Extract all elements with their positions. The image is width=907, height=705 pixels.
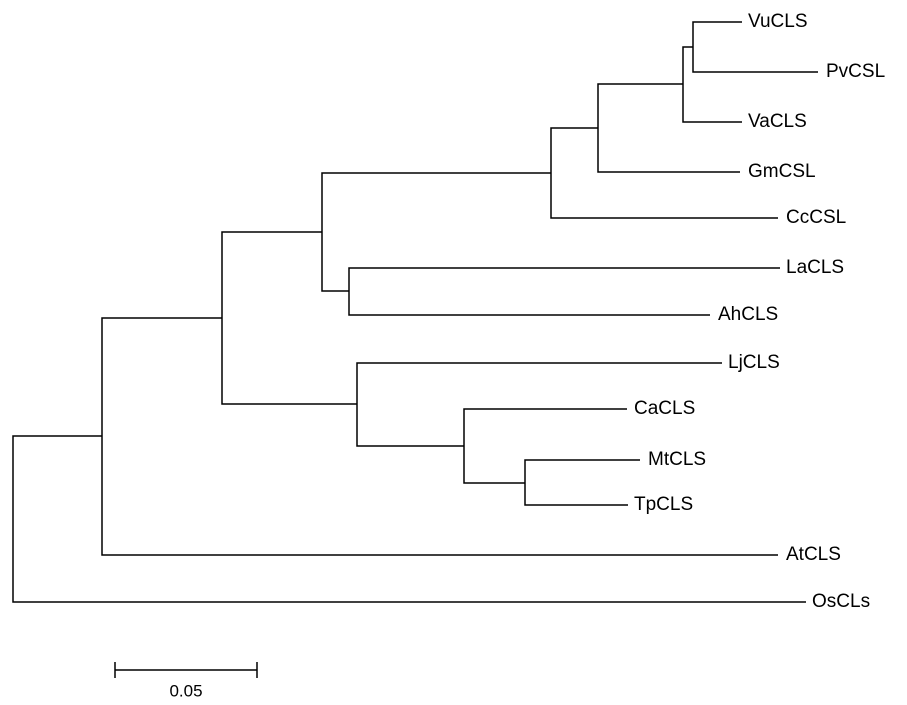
leaf-label: VuCLS [748,11,808,32]
leaf-label: MtCLS [648,449,706,470]
branch [321,172,551,292]
leaf-label: OsCLs [812,591,870,612]
leaf-label: VaCLS [748,111,807,132]
leaf-label: PvCSL [826,61,885,82]
leaf-label: TpCLS [634,494,693,515]
leaf-label: LjCLS [728,352,780,373]
branch [682,46,742,123]
branch [356,362,722,447]
leaf-label: CcCSL [786,207,846,228]
scale-bar-line [114,662,258,678]
branch [12,435,806,603]
scale-bar: 0.05 [114,662,258,700]
branch [550,127,778,219]
branch [597,83,740,173]
branch [348,267,780,316]
branch [221,231,357,405]
leaf-label: AhCLS [718,304,778,325]
branch [101,317,778,556]
leaf-label: LaCLS [786,257,844,278]
branch [463,408,627,484]
leaf-label: AtCLS [786,544,841,565]
scale-bar-label: 0.05 [169,681,202,700]
leaf-label: CaCLS [634,398,695,419]
leaf-labels: VuCLS PvCSL VaCLS GmCSL CcCSL LaCLS AhCL… [634,11,885,612]
leaf-label: GmCSL [748,161,816,182]
branch [524,459,640,506]
branches [12,21,818,603]
